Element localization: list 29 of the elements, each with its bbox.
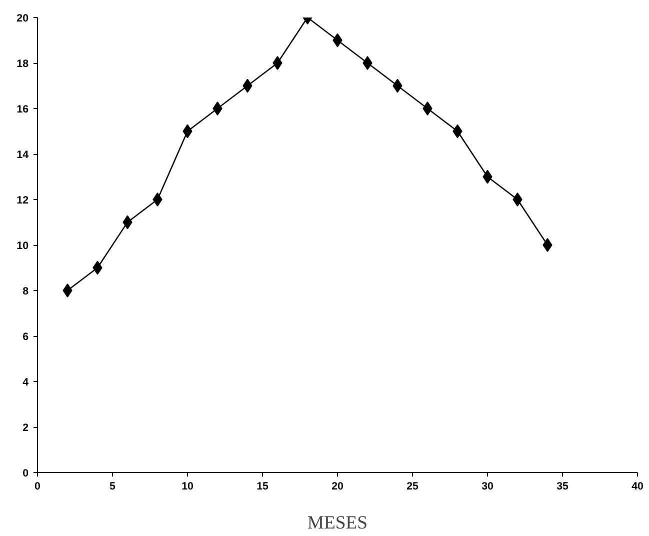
x-tick-label: 35 [556,480,568,492]
y-tick-label: 12 [16,194,29,206]
point [422,102,432,116]
x-tick-label: 10 [182,480,194,492]
y-tick-label: 16 [16,104,29,116]
y-tick-label: 6 [22,331,29,343]
y-tick-label: 10 [16,240,29,252]
point [212,102,222,116]
point [62,284,72,298]
y-tick-label: 18 [16,58,29,70]
y-tick-label: 4 [22,376,29,388]
y-tick-label: 2 [22,422,29,434]
x-tick-label: 5 [110,480,116,492]
point [152,192,162,206]
x-tick-label: 15 [256,480,268,492]
x-axis-title: MESES [307,512,368,534]
y-tick-label: 14 [16,149,29,161]
y-tick-label: 8 [22,286,29,298]
x-tick-label: 20 [332,480,344,492]
point [362,56,372,70]
point [542,238,552,252]
x-tick-label: 40 [632,480,644,492]
y-tick-label: 0 [22,468,29,480]
x-tick-label: 30 [482,480,494,492]
x-tick-label: 25 [406,480,418,492]
point [272,56,282,70]
point [512,192,522,206]
y-tick-label: 20 [16,12,29,24]
x-tick-label: 0 [34,480,41,492]
